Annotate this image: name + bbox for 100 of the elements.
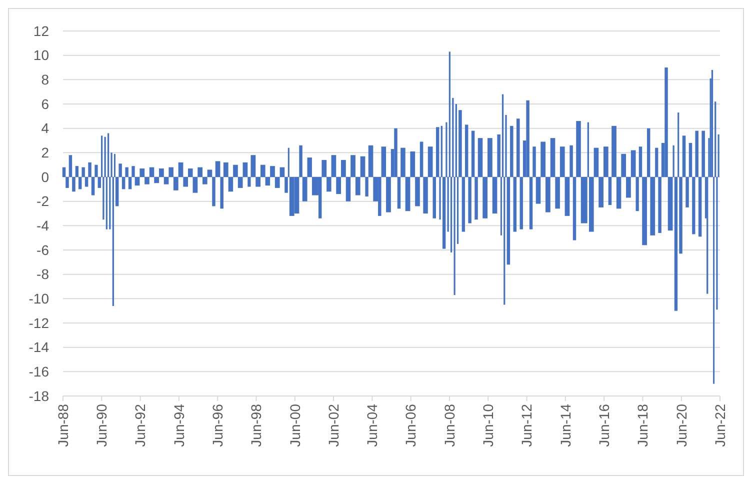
bar xyxy=(698,177,702,237)
bar xyxy=(84,177,88,187)
bar xyxy=(212,177,216,206)
bar xyxy=(513,177,516,232)
bar xyxy=(420,142,424,177)
bar xyxy=(488,138,492,177)
bar xyxy=(188,168,193,177)
bar xyxy=(621,154,626,177)
bar xyxy=(576,121,581,177)
bar xyxy=(280,167,285,177)
bar xyxy=(118,164,122,177)
x-tick-label: Jun-92 xyxy=(132,404,148,447)
bar xyxy=(198,167,202,177)
bar xyxy=(664,68,668,177)
bar xyxy=(650,177,656,236)
y-tick-label: 0 xyxy=(41,168,50,185)
x-tick-label: Jun-10 xyxy=(480,404,496,447)
x-tick-label: Jun-20 xyxy=(673,404,690,447)
x-tick-label: Jun-90 xyxy=(94,404,110,447)
bar xyxy=(346,177,351,202)
bar xyxy=(415,177,420,206)
x-tick-label: Jun-08 xyxy=(441,404,458,447)
bar xyxy=(510,126,514,177)
x-tick-label: Jun-12 xyxy=(518,404,535,447)
bar xyxy=(520,177,523,230)
bar xyxy=(526,100,530,177)
bar xyxy=(642,177,647,246)
bar xyxy=(428,146,433,177)
bar xyxy=(410,151,416,177)
y-tick-label: 10 xyxy=(33,47,50,64)
bar xyxy=(598,177,604,208)
x-tick-label: Jun-96 xyxy=(209,404,226,447)
bar xyxy=(326,177,332,192)
x-tick-label: Jun-98 xyxy=(248,404,264,447)
y-tick-label: -16 xyxy=(28,364,50,380)
x-tick-label: Jun-18 xyxy=(634,404,651,447)
bar xyxy=(423,177,428,214)
bar xyxy=(331,155,336,177)
bar xyxy=(233,164,238,177)
x-tick-label: Jun-94 xyxy=(170,404,187,447)
bar xyxy=(78,177,82,190)
bar xyxy=(68,155,72,177)
bar xyxy=(215,161,220,177)
bar xyxy=(183,177,188,187)
bar xyxy=(173,177,178,190)
bar xyxy=(545,177,550,212)
bar xyxy=(94,164,98,177)
bar xyxy=(82,167,85,177)
bar xyxy=(91,177,95,196)
bar xyxy=(125,167,128,177)
y-tick-label: -14 xyxy=(28,339,50,356)
y-tick-label: -18 xyxy=(28,388,50,404)
bar xyxy=(400,148,406,177)
x-tick-label: Jun-04 xyxy=(364,404,380,447)
bar xyxy=(386,177,391,212)
bar xyxy=(265,177,270,186)
bar xyxy=(682,136,686,177)
bar xyxy=(260,164,266,177)
x-tick-label: Jun-00 xyxy=(286,404,303,447)
y-tick-label: 6 xyxy=(41,96,50,112)
bar xyxy=(394,128,398,177)
bar xyxy=(646,128,650,177)
bar xyxy=(122,177,126,190)
bar xyxy=(492,177,498,214)
y-tick-label: -8 xyxy=(36,266,50,282)
y-tick-label: -6 xyxy=(36,242,50,258)
bar xyxy=(223,162,228,177)
bar xyxy=(436,127,440,177)
bar xyxy=(355,177,360,196)
y-tick-label: 12 xyxy=(33,22,50,39)
bar xyxy=(350,155,356,177)
bar xyxy=(594,148,599,177)
bar xyxy=(688,142,692,177)
bar xyxy=(192,177,198,193)
bar xyxy=(62,167,66,177)
bar xyxy=(536,177,541,204)
y-tick-label: -12 xyxy=(28,314,50,331)
bar xyxy=(75,166,78,177)
y-tick-label: 2 xyxy=(41,144,50,161)
bar xyxy=(608,177,612,205)
bar xyxy=(529,177,533,230)
bar xyxy=(655,148,658,177)
bar xyxy=(88,162,92,177)
bar xyxy=(630,150,636,177)
bar xyxy=(220,177,224,209)
bar xyxy=(159,168,164,177)
bar xyxy=(238,177,243,188)
bar xyxy=(668,177,673,231)
x-tick-label: Jun-14 xyxy=(557,404,574,447)
bar xyxy=(307,158,312,177)
bar xyxy=(570,145,573,177)
bar xyxy=(626,177,631,198)
bar xyxy=(550,138,556,177)
bar xyxy=(478,138,483,177)
bar xyxy=(636,177,639,212)
y-tick-label: 8 xyxy=(41,72,50,88)
bar xyxy=(462,177,465,232)
bar xyxy=(560,146,565,177)
bar xyxy=(144,177,150,184)
bar xyxy=(256,177,260,187)
